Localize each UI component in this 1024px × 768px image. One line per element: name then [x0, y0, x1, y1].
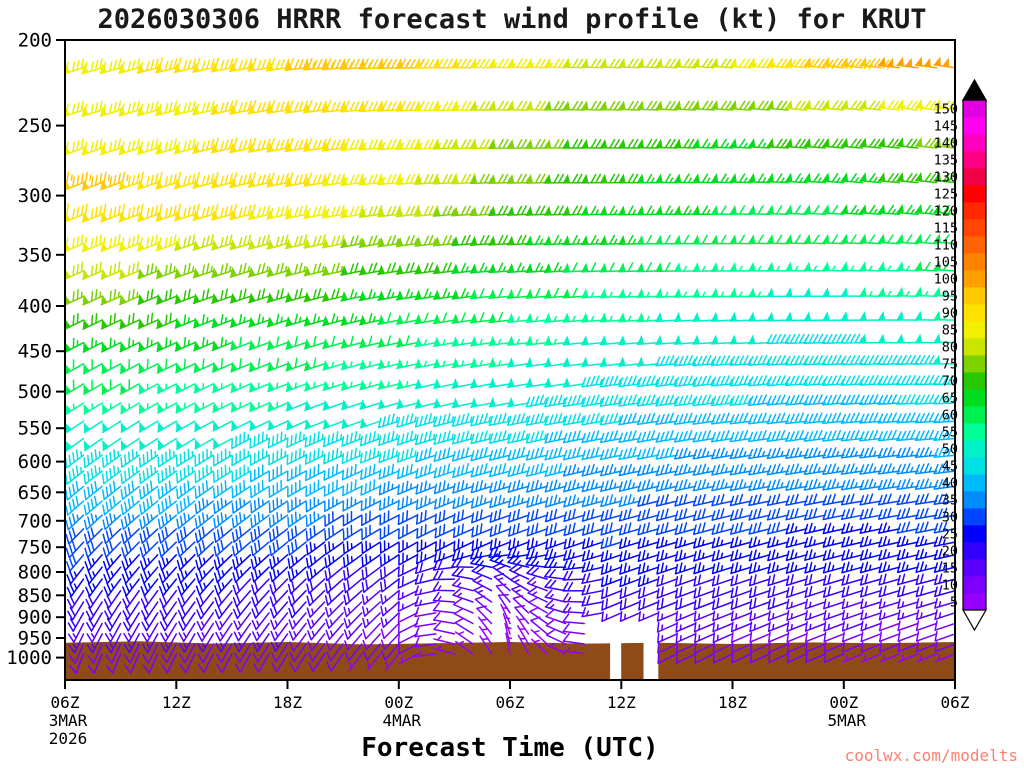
colorbar-arrow-up	[961, 78, 988, 101]
svg-text:100: 100	[934, 272, 958, 288]
svg-text:150: 150	[934, 102, 958, 118]
plot-frame	[64, 39, 956, 681]
svg-text:650: 650	[18, 482, 52, 504]
svg-text:45: 45	[942, 459, 958, 475]
svg-text:850: 850	[18, 585, 52, 607]
svg-text:12Z: 12Z	[162, 693, 191, 712]
svg-text:95: 95	[942, 289, 958, 305]
svg-text:4MAR: 4MAR	[383, 711, 422, 730]
svg-text:125: 125	[934, 187, 958, 203]
svg-text:06Z: 06Z	[496, 693, 525, 712]
svg-text:50: 50	[942, 442, 958, 458]
svg-text:300: 300	[18, 185, 52, 207]
svg-text:250: 250	[18, 115, 52, 137]
svg-text:55: 55	[942, 425, 958, 441]
svg-text:15: 15	[942, 561, 958, 577]
svg-text:20: 20	[942, 544, 958, 560]
svg-text:10: 10	[942, 578, 958, 594]
svg-text:70: 70	[942, 374, 958, 390]
svg-text:110: 110	[934, 238, 958, 254]
svg-text:12Z: 12Z	[607, 693, 636, 712]
svg-text:600: 600	[18, 451, 52, 473]
colorbar-arrow-down	[961, 609, 988, 632]
svg-text:90: 90	[942, 306, 958, 322]
svg-text:135: 135	[934, 153, 958, 169]
pressure-axis: 200 250 300 350 400 450 500 550 600 650 700 750 8008…	[6, 30, 65, 669]
svg-text:350: 350	[18, 244, 52, 266]
svg-text:500: 500	[18, 381, 52, 403]
svg-text:140: 140	[934, 136, 958, 152]
svg-text:40: 40	[942, 476, 958, 492]
watermark-link[interactable]: coolwx.com/modelts	[844, 746, 1018, 765]
svg-text:65: 65	[942, 391, 958, 407]
svg-text:115: 115	[934, 221, 958, 237]
svg-text:18Z: 18Z	[718, 693, 747, 712]
svg-text:145: 145	[934, 119, 958, 135]
svg-text:30: 30	[942, 510, 958, 526]
svg-text:130: 130	[934, 170, 958, 186]
colorbar: 5101520253035404550556065707580859095100…	[934, 78, 988, 632]
svg-text:06Z: 06Z	[941, 693, 970, 712]
svg-text:00Z: 00Z	[384, 693, 413, 712]
svg-text:80: 80	[942, 340, 958, 356]
svg-text:00Z: 00Z	[829, 693, 858, 712]
svg-text:700: 700	[18, 510, 52, 532]
svg-text:3MAR: 3MAR	[49, 711, 88, 730]
svg-text:25: 25	[942, 527, 958, 543]
svg-text:120: 120	[934, 204, 958, 220]
svg-text:750: 750	[18, 537, 52, 559]
svg-text:06Z: 06Z	[51, 693, 80, 712]
svg-text:60: 60	[942, 408, 958, 424]
svg-text:2026: 2026	[49, 729, 88, 748]
svg-text:400: 400	[18, 296, 52, 318]
svg-text:450: 450	[18, 341, 52, 363]
svg-text:900: 900	[18, 607, 52, 629]
svg-text:1000: 1000	[6, 647, 52, 669]
svg-text:35: 35	[942, 493, 958, 509]
svg-text:200: 200	[18, 30, 52, 52]
terrain-fill	[65, 641, 955, 680]
chart-title: 2026030306 HRRR forecast wind profile (k…	[97, 4, 927, 35]
x-axis-title: Forecast Time (UTC)	[361, 733, 659, 763]
svg-text:550: 550	[18, 418, 52, 440]
svg-text:800: 800	[18, 562, 52, 584]
svg-text:75: 75	[942, 357, 958, 373]
svg-text:5: 5	[950, 595, 958, 611]
svg-text:105: 105	[934, 255, 958, 271]
svg-text:5MAR: 5MAR	[828, 711, 867, 730]
svg-text:950: 950	[18, 628, 52, 650]
wind-barbs-layer	[65, 56, 955, 675]
svg-text:18Z: 18Z	[273, 693, 302, 712]
svg-text:85: 85	[942, 323, 958, 339]
